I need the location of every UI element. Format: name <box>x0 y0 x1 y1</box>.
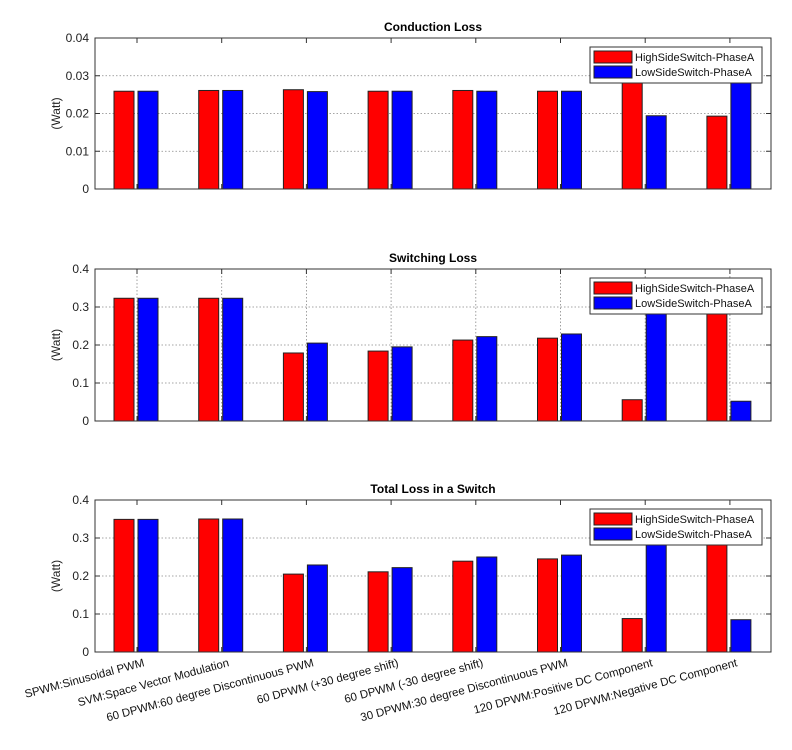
chart-title: Switching Loss <box>389 251 477 265</box>
legend-label: HighSideSwitch-PhaseA <box>635 514 755 526</box>
bar-lowside <box>391 346 413 422</box>
bar-lowside <box>561 333 582 422</box>
bar-highside <box>537 337 558 422</box>
bar-lowside <box>137 518 159 653</box>
bar-lowside <box>137 90 159 190</box>
bar-highside <box>282 573 304 653</box>
y-tick-label: 0 <box>82 645 89 659</box>
bar-lowside <box>476 336 498 422</box>
y-tick-label: 0.2 <box>72 338 89 352</box>
y-tick-label: 0.1 <box>72 607 89 621</box>
legend-swatch <box>593 65 633 79</box>
bar-lowside <box>222 297 244 422</box>
bar-highside <box>113 518 135 653</box>
bar-highside <box>282 352 304 422</box>
bar-highside <box>367 350 389 422</box>
bar-highside <box>113 90 135 190</box>
chart-title: Conduction Loss <box>384 20 482 34</box>
bar-highside <box>198 297 220 422</box>
y-axis-label: (Watt) <box>49 97 63 129</box>
legend: HighSideSwitch-PhaseA LowSideSwitch-Phase… <box>589 508 763 546</box>
bar-lowside <box>222 89 244 190</box>
bar-lowside <box>391 90 413 190</box>
y-tick-label: 0.02 <box>66 107 90 121</box>
y-tick-label: 0 <box>82 414 89 428</box>
y-tick-label: 0.03 <box>66 69 90 83</box>
bar-highside <box>621 399 643 422</box>
bar-lowside <box>561 90 582 190</box>
bar-highside <box>452 339 474 422</box>
bar-highside <box>367 571 389 653</box>
y-tick-label: 0.04 <box>66 31 90 45</box>
legend-label: LowSideSwitch-PhaseA <box>635 67 752 79</box>
bar-highside <box>537 558 558 653</box>
y-axis-label: (Watt) <box>49 329 63 361</box>
bar-lowside <box>476 90 498 190</box>
bar-lowside <box>306 564 328 653</box>
y-tick-label: 0.3 <box>72 531 89 545</box>
legend-label: HighSideSwitch-PhaseA <box>635 283 755 295</box>
legend-swatch <box>593 296 633 310</box>
bar-highside <box>537 90 558 190</box>
x-tick-label: 60 DPWM (+30 degree shift) <box>256 657 400 706</box>
bar-highside <box>198 89 220 190</box>
bar-highside <box>367 90 389 190</box>
legend-swatch <box>593 512 633 526</box>
legend-swatch <box>593 50 633 64</box>
bar-highside <box>621 618 643 653</box>
legend: HighSideSwitch-PhaseA LowSideSwitch-Phase… <box>589 277 763 315</box>
y-axis-label: (Watt) <box>49 560 63 592</box>
legend-label: LowSideSwitch-PhaseA <box>635 298 752 310</box>
legend-swatch <box>593 281 633 295</box>
y-tick-label: 0.2 <box>72 569 89 583</box>
chart-title: Total Loss in a Switch <box>370 482 495 496</box>
bar-lowside <box>391 567 413 653</box>
bar-lowside <box>476 556 498 653</box>
y-tick-label: 0 <box>82 182 89 196</box>
bar-lowside <box>306 91 328 190</box>
bar-highside <box>198 518 220 653</box>
bar-highside <box>706 115 728 190</box>
chart-1: 0 0.01 0.02 0.03 0.04 Conduction Loss (Watt) Hi… <box>49 20 772 196</box>
y-tick-label: 0.01 <box>66 144 90 158</box>
bar-lowside <box>730 400 752 422</box>
legend-swatch <box>593 527 633 541</box>
chart-2: 0 0.1 0.2 0.3 0.4 Switching Loss (Watt) HighSid… <box>49 251 772 428</box>
bar-highside <box>282 89 304 190</box>
bar-lowside <box>306 342 328 422</box>
legend-label: LowSideSwitch-PhaseA <box>635 529 752 541</box>
y-tick-label: 0.4 <box>72 262 89 276</box>
bar-highside <box>452 560 474 653</box>
bar-lowside <box>137 297 159 422</box>
y-tick-label: 0.1 <box>72 376 89 390</box>
bar-highside <box>452 89 474 190</box>
legend: HighSideSwitch-PhaseA LowSideSwitch-Phase… <box>589 46 763 84</box>
bar-highside <box>113 297 135 422</box>
y-tick-label: 0.4 <box>72 493 89 507</box>
bar-lowside <box>645 115 667 190</box>
legend-label: HighSideSwitch-PhaseA <box>635 52 755 64</box>
chart-3: 0 0.1 0.2 0.3 0.4 Total Loss in a Switch (Watt… <box>24 482 772 724</box>
bar-lowside <box>222 518 244 653</box>
bar-lowside <box>561 554 582 653</box>
bar-lowside <box>730 619 752 653</box>
y-tick-label: 0.3 <box>72 300 89 314</box>
